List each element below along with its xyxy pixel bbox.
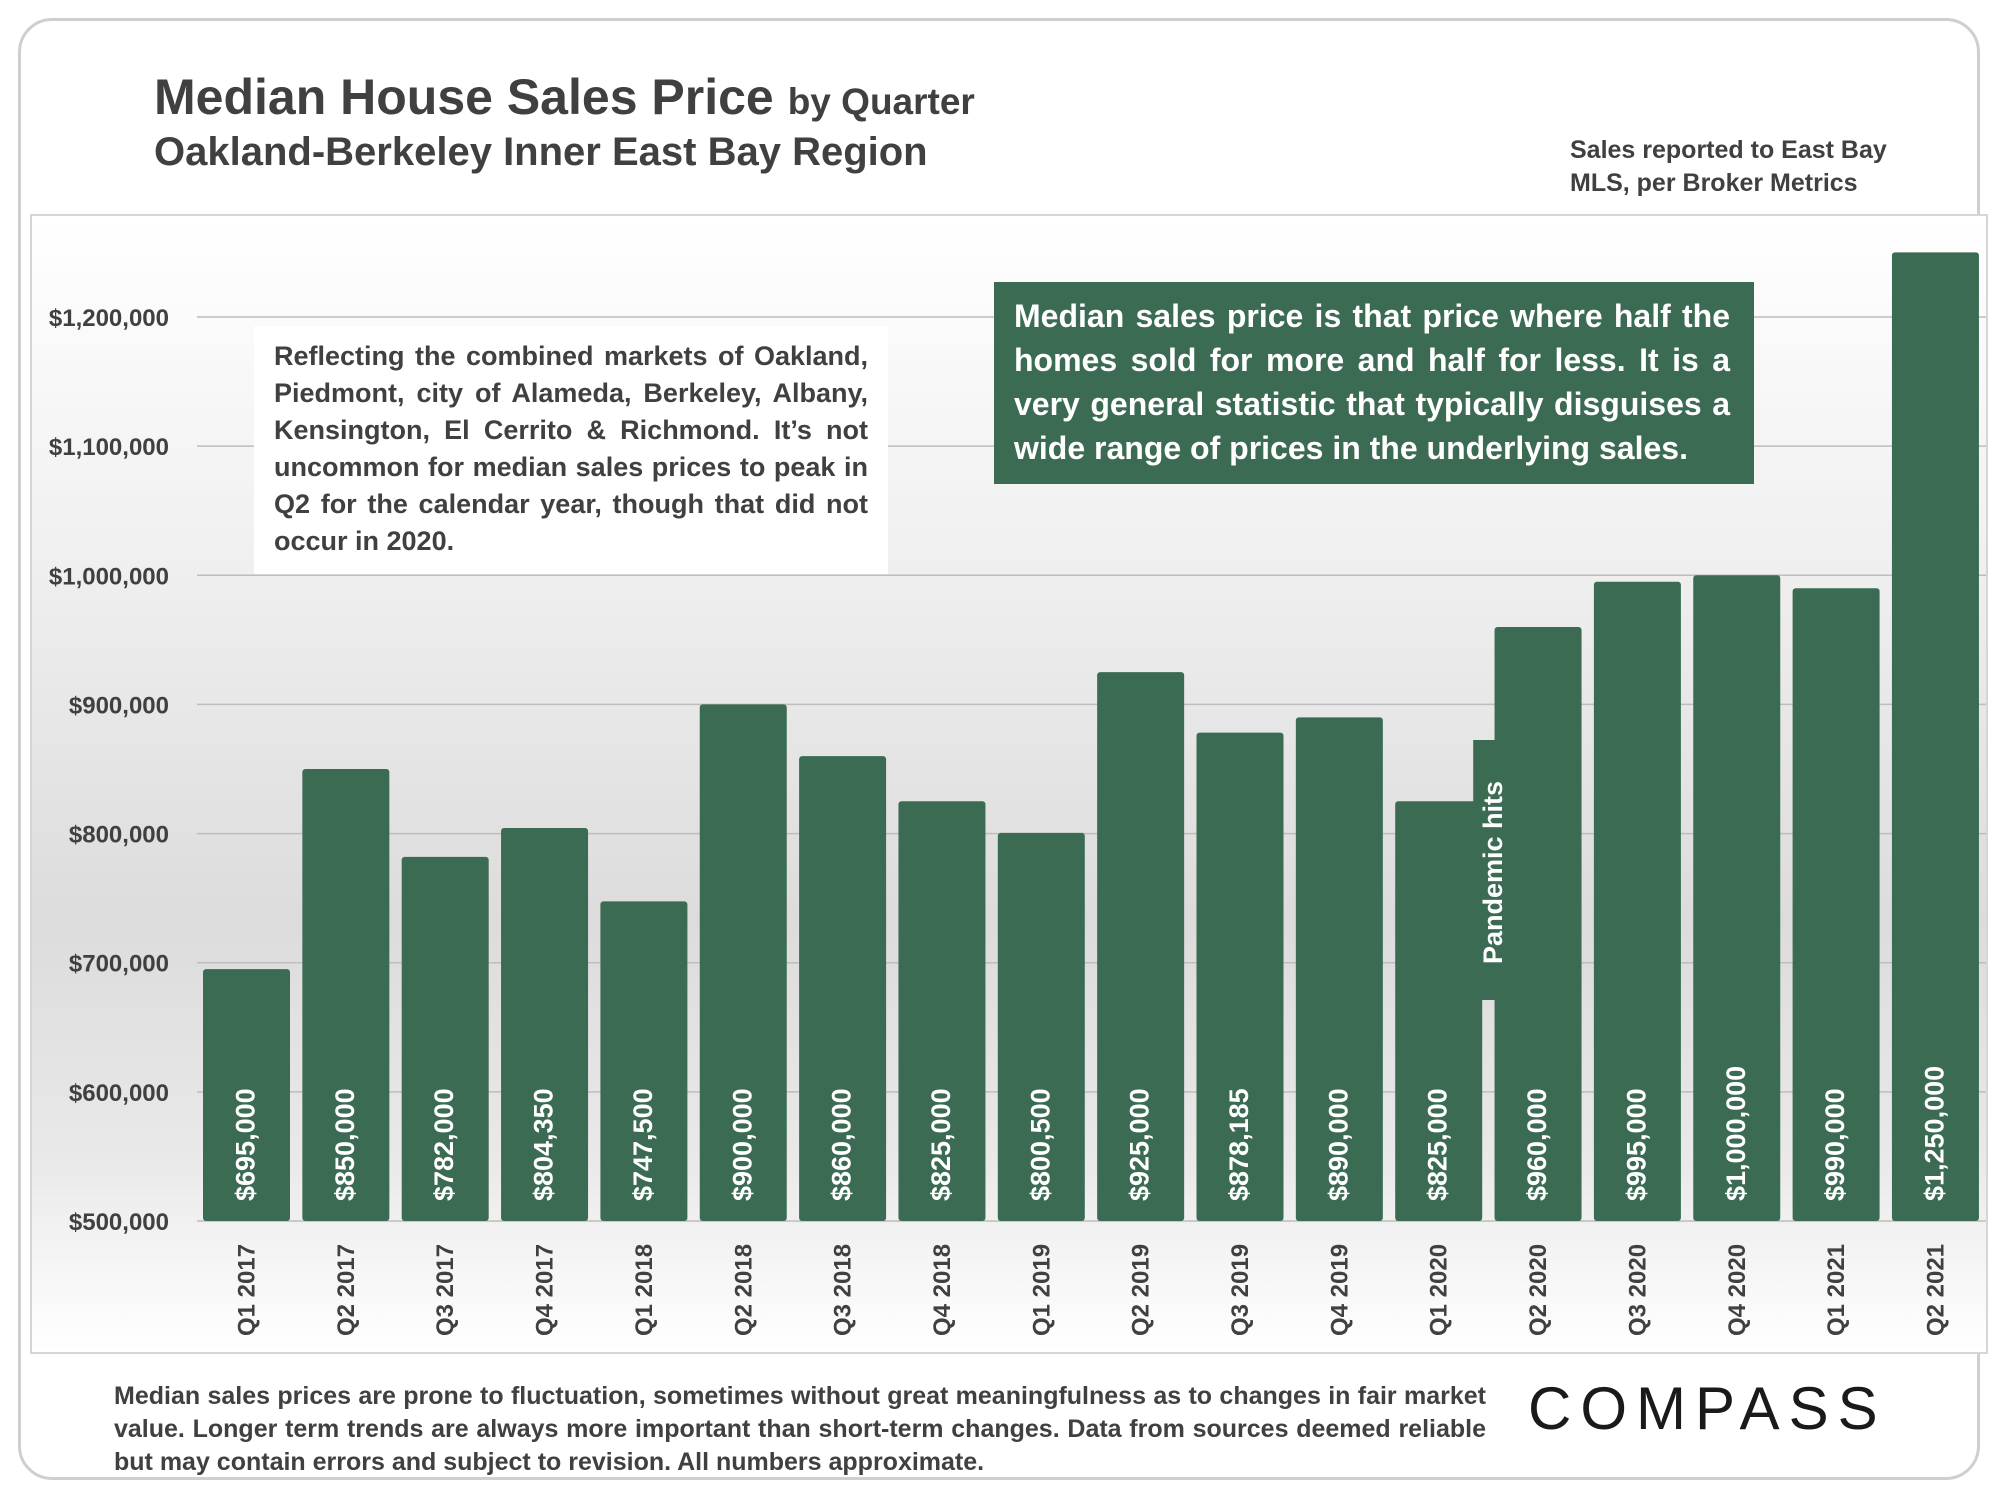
chart-subtitle: Oakland-Berkeley Inner East Bay Region [154,130,928,174]
x-tick-label: Q4 2020 [1724,1244,1751,1336]
bar-value-label: $804,350 [529,1088,559,1201]
bar-value-label: $995,000 [1621,1088,1651,1201]
bar [1295,717,1383,1221]
x-tick-label: Q1 2019 [1028,1244,1055,1336]
bar-value-label: $747,500 [628,1088,658,1201]
bar [501,827,589,1221]
bar [401,856,489,1221]
chart-title-by: by Quarter [787,81,975,122]
bar [1792,588,1880,1221]
x-tick-label: Q2 2021 [1922,1244,1949,1336]
bar [1693,575,1781,1221]
chart-title: Median House Sales Price by Quarter [154,68,975,126]
x-tick-label: Q2 2017 [333,1244,360,1336]
x-tick-label: Q2 2020 [1525,1244,1552,1336]
y-tick-label: $1,100,000 [49,434,169,461]
x-tick-label: Q3 2018 [830,1244,857,1336]
bar-value-label: $800,500 [1025,1088,1055,1201]
x-tick-label: Q1 2017 [234,1244,261,1336]
x-tick-label: Q3 2017 [432,1244,459,1336]
bar-value-label: $925,000 [1125,1088,1155,1201]
y-tick-label: $1,200,000 [49,305,169,332]
median-definition-note: Median sales price is that price where h… [994,282,1754,484]
bar [799,756,887,1221]
bar [1494,626,1582,1221]
bar-value-label: $1,000,000 [1721,1066,1751,1201]
bar-value-label: $782,000 [429,1088,459,1201]
bar-value-label: $825,000 [926,1088,956,1201]
bar [1395,801,1483,1221]
bar [1593,581,1681,1221]
bar [1891,252,1979,1221]
x-tick-label: Q2 2019 [1128,1244,1155,1336]
bar [600,901,688,1221]
footer-disclaimer: Median sales prices are prone to fluctua… [114,1382,1486,1476]
bar-value-label: $960,000 [1522,1088,1552,1201]
x-tick-label: Q2 2018 [730,1244,757,1336]
bar-value-label: $850,000 [330,1088,360,1201]
y-tick-label: $600,000 [69,1080,169,1107]
region-note: Reflecting the combined markets of Oakla… [254,326,888,574]
bar-value-label: $890,000 [1323,1088,1353,1201]
pandemic-annotation: Pandemic hits [1478,781,1508,964]
y-tick-label: $700,000 [69,951,169,978]
bar-value-label: $900,000 [727,1088,757,1201]
bar-value-label: $1,250,000 [1919,1066,1949,1201]
y-tick-label: $800,000 [69,822,169,849]
source-note: Sales reported to East Bay MLS, per Brok… [1570,136,1887,197]
y-tick-label: $900,000 [69,692,169,719]
bar-value-label: $990,000 [1820,1088,1850,1201]
x-tick-label: Q4 2018 [929,1244,956,1336]
bar-chart: $500,000 $600,000 $700,000 $800,000 $900,000… [49,252,1986,1336]
bar [1196,732,1284,1221]
compass-logo: COMPASS [1528,1375,1887,1442]
x-tick-label: Q3 2019 [1227,1244,1254,1336]
bar [1097,672,1185,1221]
x-tick-label: Q1 2018 [631,1244,658,1336]
bar [302,769,390,1221]
bar [203,969,290,1221]
bar-value-label: $825,000 [1423,1088,1453,1201]
x-tick-label: Q1 2021 [1823,1244,1850,1336]
bar-value-label: $695,000 [231,1088,261,1201]
bar [699,704,787,1221]
x-tick-label: Q3 2020 [1624,1244,1651,1336]
y-tick-label: $500,000 [69,1209,169,1236]
bar-value-label: $878,185 [1224,1088,1254,1201]
annotation-box [1473,740,1516,1000]
x-tick-label: Q4 2017 [532,1244,559,1336]
y-tick-label: $1,000,000 [49,563,169,590]
bar [898,801,986,1221]
bar [997,832,1085,1221]
bar-value-label: $860,000 [827,1088,857,1201]
chart-title-main: Median House Sales Price [154,69,774,125]
x-tick-label: Q4 2019 [1326,1244,1353,1336]
x-tick-label: Q1 2020 [1426,1244,1453,1336]
